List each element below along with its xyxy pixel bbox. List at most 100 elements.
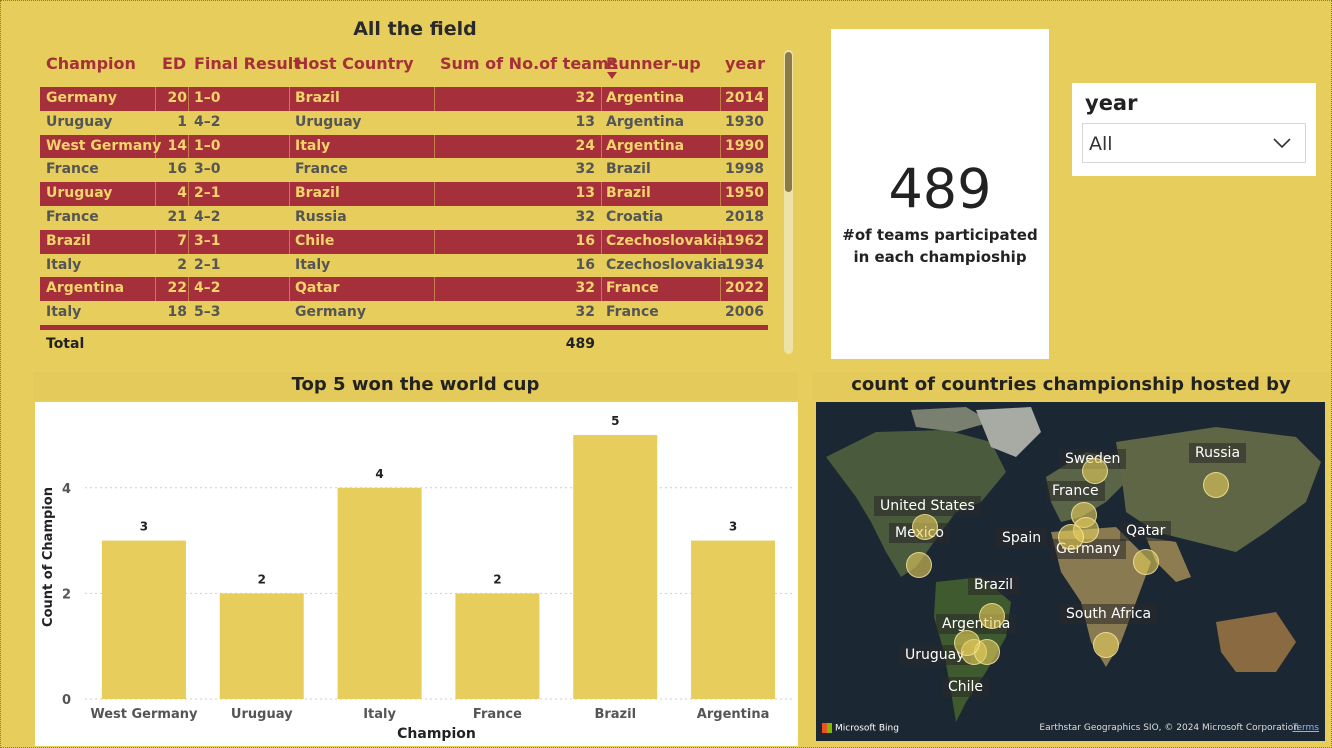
cell-teams: 32 <box>575 208 595 225</box>
col-final-result[interactable]: Final Result <box>194 54 301 73</box>
table-row[interactable]: Italy 18 5–3 Germany 32 France 2006 <box>40 301 768 325</box>
cell-runner-up: Czechoslovakia <box>606 232 727 249</box>
map-label-chile: Chile <box>942 677 990 697</box>
bubble-south-africa[interactable] <box>1093 632 1119 658</box>
table-total-row: Total 489 <box>40 336 768 358</box>
cell-divider <box>601 134 602 159</box>
cell-runner-up: Argentina <box>606 90 685 106</box>
data-label: 2 <box>258 572 266 586</box>
cell-final-result: 2–1 <box>194 185 221 202</box>
cell-host-country: Russia <box>295 208 347 225</box>
cell-runner-up: Croatia <box>606 208 664 225</box>
table-row[interactable]: France 16 3–0 France 32 Brazil 1998 <box>40 158 768 182</box>
cell-divider <box>601 277 602 302</box>
cell-divider <box>434 277 435 302</box>
cell-ed: 21 <box>167 208 187 225</box>
bar[interactable] <box>101 540 186 699</box>
cell-ed: 22 <box>167 280 187 297</box>
cell-divider <box>188 182 189 206</box>
x-tick-label: Uruguay <box>231 707 293 722</box>
cell-divider <box>155 277 156 302</box>
table-scrollbar-thumb[interactable] <box>785 52 792 192</box>
cell-runner-up: Czechoslovakia <box>606 256 727 273</box>
bar[interactable] <box>573 435 658 699</box>
champions-table[interactable]: Champion ED Final Result Host Country Su… <box>40 50 768 352</box>
slicer-value: All <box>1089 133 1113 155</box>
bar[interactable] <box>219 593 304 699</box>
cell-divider <box>434 134 435 159</box>
total-value: 489 <box>565 336 595 352</box>
bubble-sweden[interactable] <box>1082 458 1108 484</box>
cell-runner-up: Argentina <box>606 113 685 130</box>
cell-divider <box>720 87 721 111</box>
cell-divider <box>720 134 721 159</box>
col-teams[interactable]: Sum of No.of teams <box>440 54 619 73</box>
cell-teams: 32 <box>575 304 595 321</box>
col-champion[interactable]: Champion <box>46 54 136 73</box>
cell-year: 2006 <box>725 304 764 321</box>
table-row[interactable]: West Germany 14 1–0 Italy 24 Argentina 1990 <box>40 134 768 159</box>
table-row[interactable]: Germany 20 1–0 Brazil 32 Argentina 2014 <box>40 87 768 111</box>
cell-divider <box>720 182 721 206</box>
x-tick-label: Argentina <box>697 707 770 722</box>
cell-champion: Argentina <box>46 280 125 297</box>
table-row[interactable]: Uruguay 1 4–2 Uruguay 13 Argentina 1930 <box>40 111 768 135</box>
sort-desc-icon <box>607 72 617 79</box>
bar-chart: 0 2 4 3 West Germany 2 Uruguay 4 Italy 2 France 5 Br… <box>41 414 792 742</box>
cell-divider <box>434 87 435 111</box>
table-scrollbar[interactable] <box>784 50 793 354</box>
year-slicer: year All <box>1072 83 1316 176</box>
table-row[interactable]: Uruguay 4 2–1 Brazil 13 Brazil 1950 <box>40 182 768 206</box>
cell-final-result: 4–2 <box>194 113 221 130</box>
table-row[interactable]: Argentina 22 4–2 Qatar 32 France 2022 <box>40 277 768 302</box>
cell-teams: 13 <box>575 113 595 130</box>
slicer-title: year <box>1085 91 1138 115</box>
x-tick-label: Brazil <box>594 707 636 722</box>
cell-divider <box>720 277 721 302</box>
y-axis-title: Count of Champion <box>41 487 56 627</box>
cell-divider <box>601 87 602 111</box>
bubble-russia[interactable] <box>1203 472 1229 498</box>
col-host-country[interactable]: Host Country <box>295 54 414 73</box>
cell-teams: 24 <box>575 137 595 154</box>
map-label-brazil: Brazil <box>968 575 1020 595</box>
bubble-spain[interactable] <box>1058 524 1084 550</box>
cell-final-result: 4–2 <box>194 208 221 225</box>
cell-divider <box>289 87 290 111</box>
cell-host-country: Uruguay <box>295 113 362 130</box>
data-label: 5 <box>611 414 619 428</box>
table-row[interactable]: Italy 2 2–1 Italy 16 Czechoslovakia 1934 <box>40 254 768 278</box>
cell-champion: Uruguay <box>46 185 113 202</box>
bar[interactable] <box>691 540 776 699</box>
data-label: 3 <box>729 520 737 534</box>
bubble-chile[interactable] <box>954 630 980 656</box>
table-row[interactable]: France 21 4–2 Russia 32 Croatia 2018 <box>40 206 768 230</box>
cell-ed: 4 <box>177 185 187 202</box>
bubble-brazil[interactable] <box>979 603 1005 629</box>
table-header: Champion ED Final Result Host Country Su… <box>40 50 768 80</box>
map-terms-link[interactable]: Terms <box>1292 723 1319 733</box>
kpi-label: #of teams participated in each champiosh… <box>831 224 1049 268</box>
map-label-qatar: Qatar <box>1120 521 1172 541</box>
cell-year: 2014 <box>725 90 764 106</box>
map-label-united-states: United States <box>874 496 981 516</box>
cell-divider <box>289 134 290 159</box>
cell-runner-up: Brazil <box>606 185 651 202</box>
map-panel[interactable]: Sweden Russia France United States Mexic… <box>816 402 1325 741</box>
bar[interactable] <box>455 593 540 699</box>
x-tick-label: West Germany <box>90 707 198 722</box>
cell-divider <box>155 87 156 111</box>
bubble-qatar[interactable] <box>1133 549 1159 575</box>
bar[interactable] <box>337 487 422 699</box>
slicer-dropdown[interactable]: All <box>1082 123 1306 163</box>
col-year[interactable]: year <box>725 54 765 73</box>
x-tick-label: Italy <box>363 707 396 722</box>
col-ed[interactable]: ED <box>162 54 187 73</box>
bubble-united-states[interactable] <box>912 514 938 540</box>
bubble-mexico[interactable] <box>906 552 932 578</box>
cell-year: 1990 <box>725 137 764 154</box>
col-runner-up[interactable]: Runner-up <box>606 54 701 73</box>
table-row[interactable]: Brazil 7 3–1 Chile 16 Czechoslovakia 1962 <box>40 229 768 254</box>
data-label: 3 <box>140 520 148 534</box>
map-label-spain: Spain <box>996 528 1048 548</box>
